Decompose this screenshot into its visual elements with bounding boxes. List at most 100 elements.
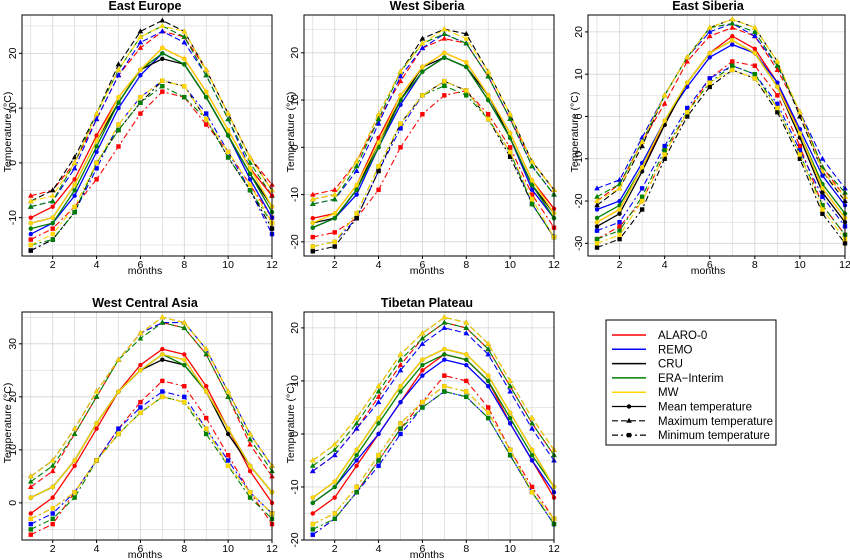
data-point: [797, 148, 803, 153]
data-point: [247, 166, 253, 171]
data-point: [617, 198, 622, 204]
data-point: [182, 394, 187, 400]
data-point: [94, 177, 99, 182]
data-point: [28, 248, 33, 253]
data-point: [752, 24, 758, 30]
data-point: [398, 389, 403, 394]
data-point: [684, 80, 690, 85]
y-axis-label: Temperature (°C): [2, 92, 14, 173]
x-axis-label: months: [410, 265, 444, 277]
data-point: [354, 458, 359, 463]
data-point: [529, 484, 535, 490]
data-point: [419, 335, 426, 341]
y-tick-label: 10: [289, 375, 301, 387]
data-point: [116, 94, 121, 100]
data-point: [49, 468, 56, 474]
data-point: [529, 201, 535, 207]
data-point: [464, 352, 469, 357]
data-point: [464, 362, 469, 368]
data-point: [310, 521, 315, 527]
data-point: [707, 50, 712, 56]
y-tick-label: 0: [7, 160, 19, 166]
legend-label: CRU: [658, 359, 683, 371]
y-tick-label: 10: [573, 68, 585, 80]
data-point: [138, 405, 143, 410]
data-point: [529, 415, 535, 421]
series-line-mean: [312, 56, 555, 224]
data-point: [626, 417, 632, 423]
data-point: [160, 45, 165, 51]
x-tick-label: 10: [504, 259, 516, 271]
data-point: [464, 357, 469, 362]
data-point: [774, 58, 781, 64]
y-tick-label: 0: [289, 431, 301, 437]
data-point: [420, 69, 425, 74]
data-point: [50, 204, 55, 209]
data-point: [137, 39, 144, 45]
data-point: [419, 35, 426, 41]
data-point: [94, 149, 99, 155]
data-point: [332, 230, 337, 235]
data-point: [398, 431, 403, 437]
legend-item: ERA−Interim: [612, 373, 724, 385]
data-point: [507, 410, 513, 415]
data-point: [353, 420, 360, 426]
data-point: [354, 447, 359, 453]
data-point: [27, 478, 34, 484]
data-point: [463, 40, 470, 46]
data-point: [662, 156, 667, 161]
data-point: [181, 33, 188, 39]
series-line-mean: [312, 358, 555, 504]
series-line-min: [30, 85, 273, 246]
data-point: [72, 177, 77, 182]
data-point: [310, 527, 315, 532]
panel-title: West Siberia: [390, 0, 466, 13]
data-point: [225, 116, 231, 122]
plot-frame: [587, 14, 846, 257]
data-point: [442, 78, 447, 84]
data-point: [420, 357, 425, 362]
data-point: [203, 351, 210, 357]
data-point: [93, 110, 100, 116]
data-point: [115, 61, 122, 67]
series-line-min: [596, 60, 846, 240]
series-line-mean: [312, 56, 555, 229]
x-tick-label: 12: [548, 259, 560, 271]
data-point: [116, 389, 121, 394]
data-point: [204, 122, 209, 127]
series-line-min: [312, 385, 555, 525]
plot-area: 2 4 6 8 10 12 -30 -20 -10 0 10 20: [573, 14, 850, 271]
series-line-min: [596, 65, 846, 240]
data-point: [160, 346, 165, 352]
x-axis-label: months: [128, 549, 162, 560]
x-tick-label: 8: [181, 259, 187, 271]
data-point: [115, 66, 122, 72]
data-point: [820, 173, 825, 178]
data-point: [507, 145, 513, 150]
data-point: [626, 404, 632, 409]
x-axis-label: months: [410, 549, 444, 560]
data-point: [332, 516, 337, 521]
data-point: [774, 66, 781, 72]
series-line-min: [312, 80, 555, 248]
data-point: [507, 383, 513, 389]
data-point: [463, 324, 470, 330]
data-point: [529, 158, 535, 164]
data-point: [225, 463, 231, 468]
data-point: [441, 30, 448, 36]
panel-title: West Central Asia: [92, 296, 199, 310]
data-point: [617, 207, 622, 212]
data-point: [50, 516, 55, 521]
series-line-max: [312, 28, 555, 200]
data-point: [420, 368, 425, 373]
data-point: [617, 232, 622, 238]
series-line-min: [312, 390, 555, 530]
data-point: [442, 352, 447, 357]
data-point: [752, 28, 758, 34]
data-point: [376, 187, 381, 193]
data-point: [160, 357, 165, 362]
data-point: [706, 33, 713, 39]
series-line-min: [30, 396, 273, 520]
data-point: [507, 149, 513, 155]
